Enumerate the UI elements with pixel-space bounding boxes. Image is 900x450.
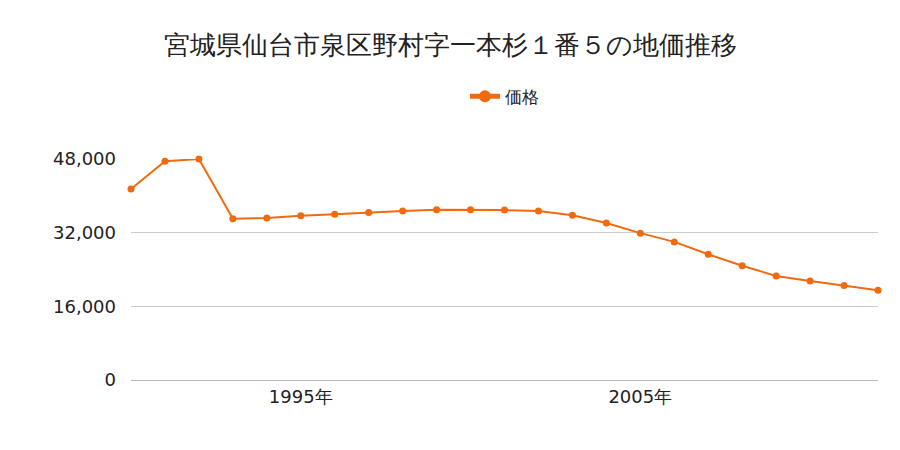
svg-text:32,000: 32,000 [53,222,116,243]
svg-text:1995年: 1995年 [269,386,333,407]
svg-text:宮城県仙台市泉区野村字一本杉１番５の地価推移: 宮城県仙台市泉区野村字一本杉１番５の地価推移 [164,30,737,60]
svg-text:16,000: 16,000 [53,296,116,317]
svg-text:2005年: 2005年 [608,386,672,407]
svg-text:0: 0 [105,369,116,390]
svg-text:48,000: 48,000 [53,148,116,169]
svg-text:価格: 価格 [505,87,539,107]
